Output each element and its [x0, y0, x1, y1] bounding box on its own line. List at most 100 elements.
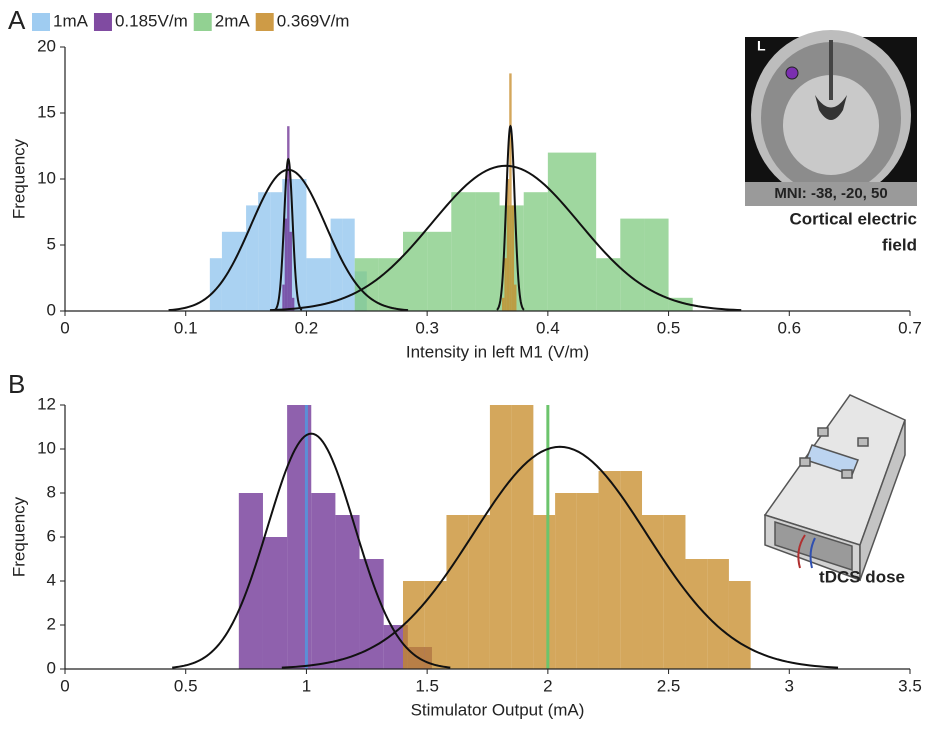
bar [707, 559, 729, 669]
bar [509, 73, 512, 312]
x-tick-label: 0 [60, 676, 69, 695]
x-tick-label: 0.2 [295, 318, 319, 337]
bar [598, 471, 621, 669]
bar [576, 493, 599, 669]
device-inset [763, 394, 906, 582]
bar [511, 205, 515, 311]
inset-caption: tDCS dose [819, 567, 905, 586]
bar [644, 218, 669, 311]
bar [511, 405, 534, 669]
x-tick-label: 0.7 [898, 318, 922, 337]
bar [547, 152, 572, 311]
bar [620, 471, 643, 669]
bar [663, 515, 686, 669]
x-axis-title: Stimulator Output (mA) [411, 700, 585, 719]
bar [306, 258, 319, 311]
bar [335, 515, 360, 669]
y-tick-label: 4 [47, 570, 56, 589]
x-tick-label: 1.5 [415, 676, 439, 695]
x-tick-label: 0.5 [657, 318, 681, 337]
bar [342, 218, 355, 311]
bar [451, 192, 476, 311]
x-tick-label: 0 [60, 318, 69, 337]
bar [685, 559, 708, 669]
brain-inset: L MNI: -38, -20, 50 Cortical electric fi… [745, 30, 917, 254]
bar [620, 218, 645, 311]
bar [209, 258, 222, 311]
fit-curve [269, 164, 742, 312]
bar [506, 179, 510, 311]
bar [262, 537, 288, 669]
fit-curve [281, 445, 839, 669]
bar [330, 218, 343, 311]
legend-label: 0.369V/m [277, 11, 350, 30]
x-tick-label: 0.1 [174, 318, 198, 337]
x-tick-label: 0.6 [777, 318, 801, 337]
bar [728, 581, 751, 669]
bar [403, 581, 425, 669]
legend-label: 2mA [215, 11, 251, 30]
fit-curve [496, 124, 525, 311]
bar [284, 218, 288, 311]
bar [403, 231, 428, 311]
x-tick-label: 0.5 [174, 676, 198, 695]
y-tick-label: 20 [37, 36, 56, 55]
bar [354, 258, 379, 311]
bar [533, 515, 556, 669]
legend-swatch [255, 13, 274, 31]
fit-curve [274, 157, 303, 311]
bar [514, 284, 517, 311]
bar [446, 515, 469, 669]
bar [287, 126, 290, 311]
y-tick-label: 2 [47, 614, 56, 633]
bar [501, 297, 505, 311]
fit-curve [172, 432, 451, 669]
legend-swatch [193, 13, 212, 31]
bar [555, 493, 577, 669]
x-tick-label: 2.5 [657, 676, 681, 695]
bar [294, 179, 307, 311]
bar [468, 515, 490, 669]
inset-caption: Cortical electric [789, 209, 917, 228]
bar [489, 405, 512, 669]
y-axis-title: Frequency [9, 138, 28, 219]
bar [282, 284, 285, 311]
panel-label: A [8, 5, 26, 35]
x-tick-label: 0.3 [415, 318, 439, 337]
bar [572, 152, 597, 311]
y-tick-label: 6 [47, 526, 56, 545]
y-tick-label: 12 [37, 394, 56, 413]
bar [504, 258, 507, 311]
bar [642, 515, 664, 669]
y-tick-label: 8 [47, 482, 56, 501]
x-tick-label: 2 [543, 676, 552, 695]
x-axis-title: Intensity in left M1 (V/m) [406, 342, 589, 361]
x-tick-label: 3.5 [898, 676, 922, 695]
bar [475, 192, 500, 311]
bar [234, 231, 247, 311]
y-tick-label: 0 [47, 300, 56, 319]
x-tick-label: 0.4 [536, 318, 560, 337]
y-tick-label: 0 [47, 658, 56, 677]
inset-label: L [757, 38, 766, 54]
legend-swatch [32, 13, 50, 31]
bar [596, 258, 621, 311]
inset-caption: field [882, 235, 917, 254]
bar [427, 231, 452, 311]
bar [289, 231, 292, 311]
bar [258, 192, 271, 311]
bar [270, 192, 283, 311]
y-tick-label: 15 [37, 102, 56, 121]
bar [424, 581, 447, 669]
legend-swatch [93, 13, 112, 31]
bar [311, 493, 336, 669]
bar [523, 192, 548, 311]
bar [318, 258, 331, 311]
x-tick-label: 1 [302, 676, 311, 695]
y-tick-label: 10 [37, 168, 56, 187]
bar [378, 258, 403, 311]
inset-coords: MNI: -38, -20, 50 [774, 185, 887, 202]
x-tick-label: 3 [785, 676, 794, 695]
bar [291, 297, 295, 311]
